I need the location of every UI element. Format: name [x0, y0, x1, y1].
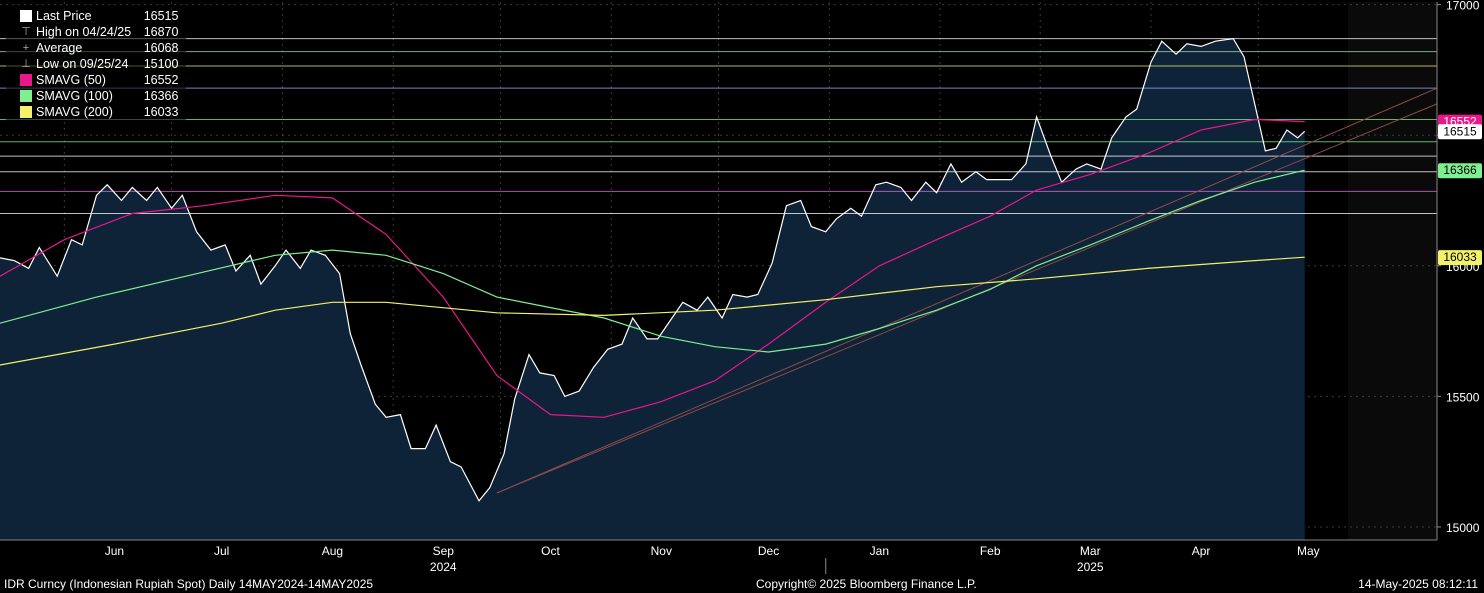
legend-value: 16366 [143, 89, 179, 103]
footer-copyright: Copyright© 2025 Bloomberg Finance L.P. [756, 577, 977, 591]
sma100-line [0, 169, 1305, 353]
x-tick-label: Oct [541, 544, 560, 558]
legend-entry: Last Price 16515 [6, 8, 186, 24]
chart-legend: Last Price 16515 ⊤ High on 04/24/25 16870 +… [6, 8, 186, 120]
x-tick-label: Dec [758, 544, 779, 558]
legend-value: 16068 [143, 41, 179, 55]
legend-value: 16033 [143, 105, 179, 119]
x-tick-label: Sep [433, 544, 455, 558]
y-tick-label: 15500 [1446, 390, 1480, 404]
x-tick-label: Nov [651, 544, 672, 558]
x-year-label: 2024 [430, 560, 457, 574]
legend-label: Low on 09/25/24 [36, 57, 129, 71]
x-tick-label: Apr [1192, 544, 1211, 558]
price-tag-label: 16366 [1443, 163, 1477, 177]
legend-entry: SMAVG (50) 16552 [6, 72, 186, 88]
legend-swatch: + [22, 42, 30, 54]
x-tick-label: Jul [214, 544, 229, 558]
y-tick-label: 17000 [1446, 0, 1480, 13]
legend-swatch [20, 106, 32, 118]
legend-entry: SMAVG (200) 16033 [6, 104, 186, 120]
legend-label: Last Price [36, 9, 92, 23]
legend-value: 16870 [143, 25, 179, 39]
legend-entry: SMAVG (100) 16366 [6, 88, 186, 104]
price-tag-bg [1438, 250, 1482, 266]
legend-value: 16552 [143, 73, 179, 87]
legend-label: SMAVG (100) [36, 89, 113, 103]
x-tick-label: Feb [980, 544, 1001, 558]
legend-swatch [20, 74, 32, 86]
x-tick-label: Jan [870, 544, 889, 558]
price-tag-label: 16515 [1443, 124, 1477, 138]
sma200-line [0, 256, 1305, 366]
x-tick-label: Jun [105, 544, 124, 558]
legend-value: 15100 [143, 57, 179, 71]
legend-swatch: ⊥ [21, 58, 31, 70]
trend-line [496, 87, 1438, 494]
footer-timestamp: 14-May-2025 08:12:11 [1358, 577, 1478, 591]
price-area-fill [0, 38, 1305, 540]
footer-security-info: IDR Curncy (Indonesian Rupiah Spot) Dail… [4, 577, 374, 591]
legend-label: High on 04/24/25 [36, 25, 132, 39]
legend-entry: ⊤ High on 04/24/25 16870 [6, 24, 186, 40]
last-price-line [0, 37, 1306, 502]
legend-swatch [20, 10, 32, 22]
price-tag: 16366 [1438, 163, 1482, 179]
price-tag-label: 16033 [1443, 250, 1477, 264]
price-tag: 16515 [1438, 124, 1482, 140]
x-tick-label: May [1297, 544, 1320, 558]
price-tag-bg [1438, 163, 1482, 179]
x-year-label: 2025 [1077, 560, 1104, 574]
sma50-line [0, 118, 1305, 418]
legend-label: SMAVG (200) [36, 105, 113, 119]
legend-swatch [20, 90, 32, 102]
future-area [1348, 2, 1437, 540]
legend-swatch: ⊤ [21, 26, 31, 38]
price-tag-bg [1438, 124, 1482, 140]
legend-value: 16515 [143, 9, 179, 23]
legend-entry: ⊥ Low on 09/25/24 15100 [6, 56, 186, 72]
legend-label: Average [36, 41, 83, 55]
legend-label: SMAVG (50) [36, 73, 106, 87]
y-tick-label: 15000 [1446, 521, 1480, 535]
x-tick-label: Mar [1080, 544, 1101, 558]
price-tag: 16033 [1438, 250, 1482, 266]
x-tick-label: Aug [322, 544, 343, 558]
legend-entry: + Average 16068 [6, 40, 186, 56]
